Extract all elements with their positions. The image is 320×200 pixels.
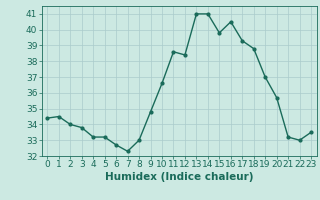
X-axis label: Humidex (Indice chaleur): Humidex (Indice chaleur)	[105, 172, 253, 182]
